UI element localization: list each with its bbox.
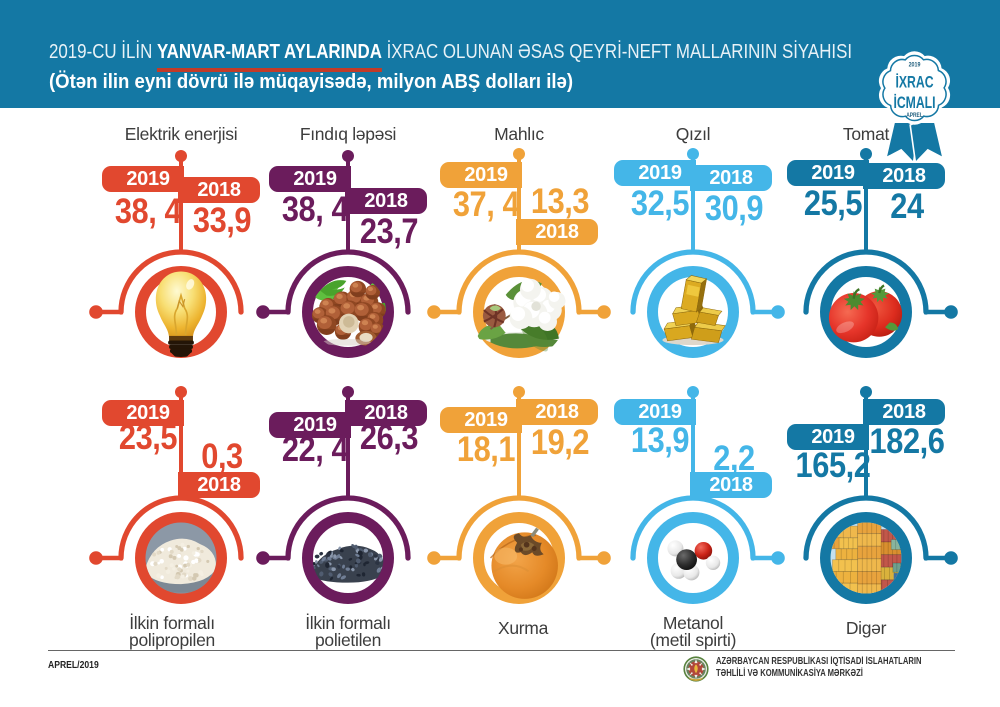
svg-text:İCMALI: İCMALI — [893, 93, 935, 113]
svg-text:APREL: APREL — [906, 113, 923, 120]
svg-text:İXRAC: İXRAC — [895, 73, 933, 93]
svg-text:2019: 2019 — [909, 62, 921, 69]
